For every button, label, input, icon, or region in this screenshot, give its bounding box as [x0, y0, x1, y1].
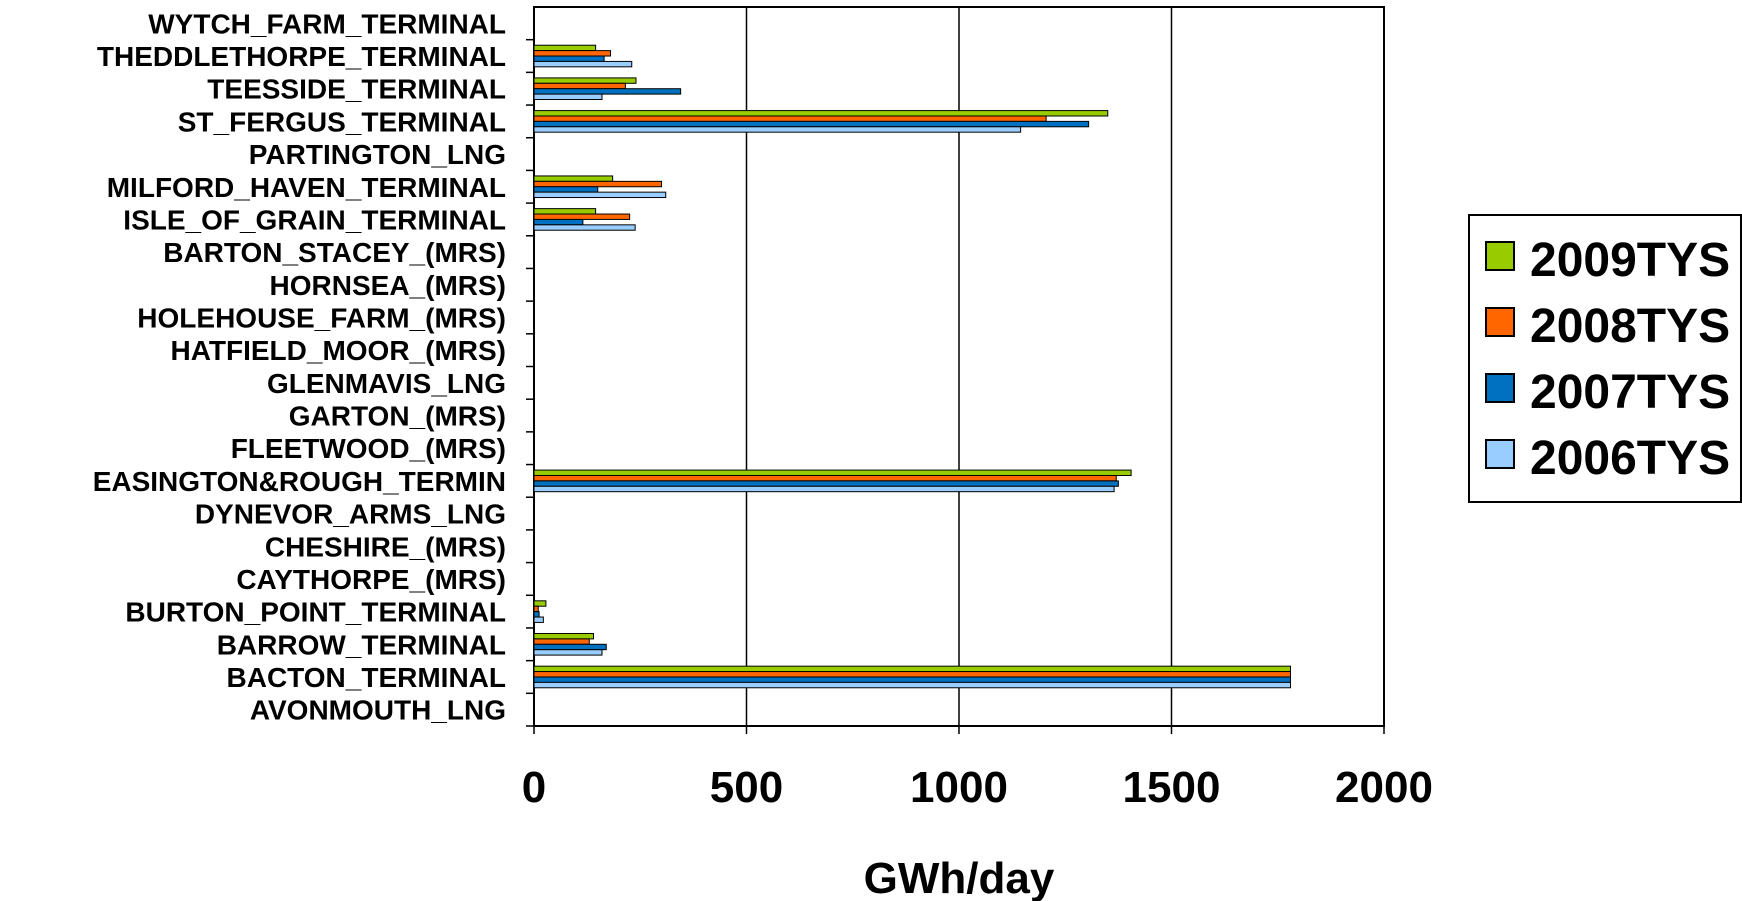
bar [533, 665, 1291, 673]
legend-label: 2006TYS [1530, 432, 1730, 485]
legend-label: 2007TYS [1530, 366, 1730, 419]
bars [533, 44, 1291, 689]
bar [533, 469, 1132, 476]
category-label: EASINGTON&ROUGH_TERMIN [93, 466, 506, 497]
category-label: HOLEHOUSE_FARM_(MRS) [137, 302, 506, 333]
category-label: CAYTHORPE_(MRS) [236, 564, 506, 595]
bar [533, 474, 1117, 482]
bar [533, 44, 597, 52]
x-tick-label: 0 [522, 763, 546, 812]
category-label: BACTON_TERMINAL [227, 662, 506, 693]
category-label: HORNSEA_(MRS) [270, 270, 506, 301]
category-label: BURTON_POINT_TERMINAL [125, 597, 506, 628]
category-label: FLEETWOOD_(MRS) [231, 433, 506, 464]
bar [533, 224, 636, 231]
category-label: HATFIELD_MOOR_(MRS) [171, 335, 506, 366]
category-label: MILFORD_HAVEN_TERMINAL [107, 172, 506, 203]
bar [533, 676, 1291, 683]
bar [533, 616, 544, 623]
bar [533, 671, 1291, 678]
category-label: BARTON_STACEY_(MRS) [163, 237, 506, 268]
legend-label: 2008TYS [1530, 300, 1730, 353]
x-tick-label: 500 [710, 763, 783, 812]
y-axis-ticks [526, 38, 534, 727]
bar [533, 88, 682, 95]
category-label: GLENMAVIS_LNG [267, 368, 506, 399]
category-label: PARTINGTON_LNG [249, 139, 506, 170]
bar [533, 55, 605, 62]
category-label: CHESHIRE_(MRS) [265, 531, 506, 562]
legend: 2009TYS 2008TYS 2007TYS 2006TYS [1468, 214, 1742, 503]
bar [533, 605, 539, 613]
legend-swatch [1485, 241, 1515, 271]
category-label: DYNEVOR_ARMS_LNG [195, 499, 506, 530]
bar [533, 213, 631, 220]
bar [533, 600, 547, 607]
bar [533, 115, 1047, 122]
bar [533, 485, 1115, 493]
bar [533, 175, 614, 182]
bar [533, 191, 667, 199]
category-label: ST_FERGUS_TERMINAL [178, 106, 506, 137]
x-tick-label: 1500 [1123, 763, 1221, 812]
x-tick-label: 2000 [1335, 763, 1433, 812]
legend-swatch [1485, 439, 1515, 469]
bar [533, 186, 599, 193]
category-label: THEDDLETHORPE_TERMINAL [97, 41, 506, 72]
x-axis-tick-labels: 0 500 1000 1500 2000 [522, 726, 1433, 812]
legend-swatch [1485, 373, 1515, 403]
bar [533, 649, 603, 656]
bar [533, 611, 540, 618]
bar [533, 77, 637, 84]
legend-label: 2009TYS [1530, 234, 1730, 287]
bar [533, 60, 633, 68]
category-labels: WYTCH_FARM_TERMINALTHEDDLETHORPE_TERMINA… [93, 8, 506, 725]
category-label: WYTCH_FARM_TERMINAL [148, 8, 506, 39]
bar [533, 632, 594, 640]
bar [533, 120, 1090, 128]
category-label: ISLE_OF_GRAIN_TERMINAL [123, 204, 506, 235]
bar [533, 126, 1022, 133]
x-tick-label: 1000 [910, 763, 1008, 812]
bar [533, 82, 626, 90]
bar [533, 93, 603, 101]
legend-swatch [1485, 307, 1515, 337]
category-label: GARTON_(MRS) [289, 401, 506, 432]
bar [533, 50, 611, 57]
bar [533, 638, 590, 645]
bar [533, 218, 584, 226]
bar [533, 110, 1109, 117]
bar [533, 480, 1119, 487]
category-label: AVONMOUTH_LNG [250, 695, 506, 726]
x-axis-title: GWh/day [864, 854, 1055, 901]
bar [533, 643, 607, 651]
bar [533, 681, 1291, 689]
bar [533, 180, 662, 188]
category-label: BARROW_TERMINAL [217, 629, 506, 660]
bar [533, 208, 597, 215]
category-label: TEESSIDE_TERMINAL [207, 74, 506, 105]
